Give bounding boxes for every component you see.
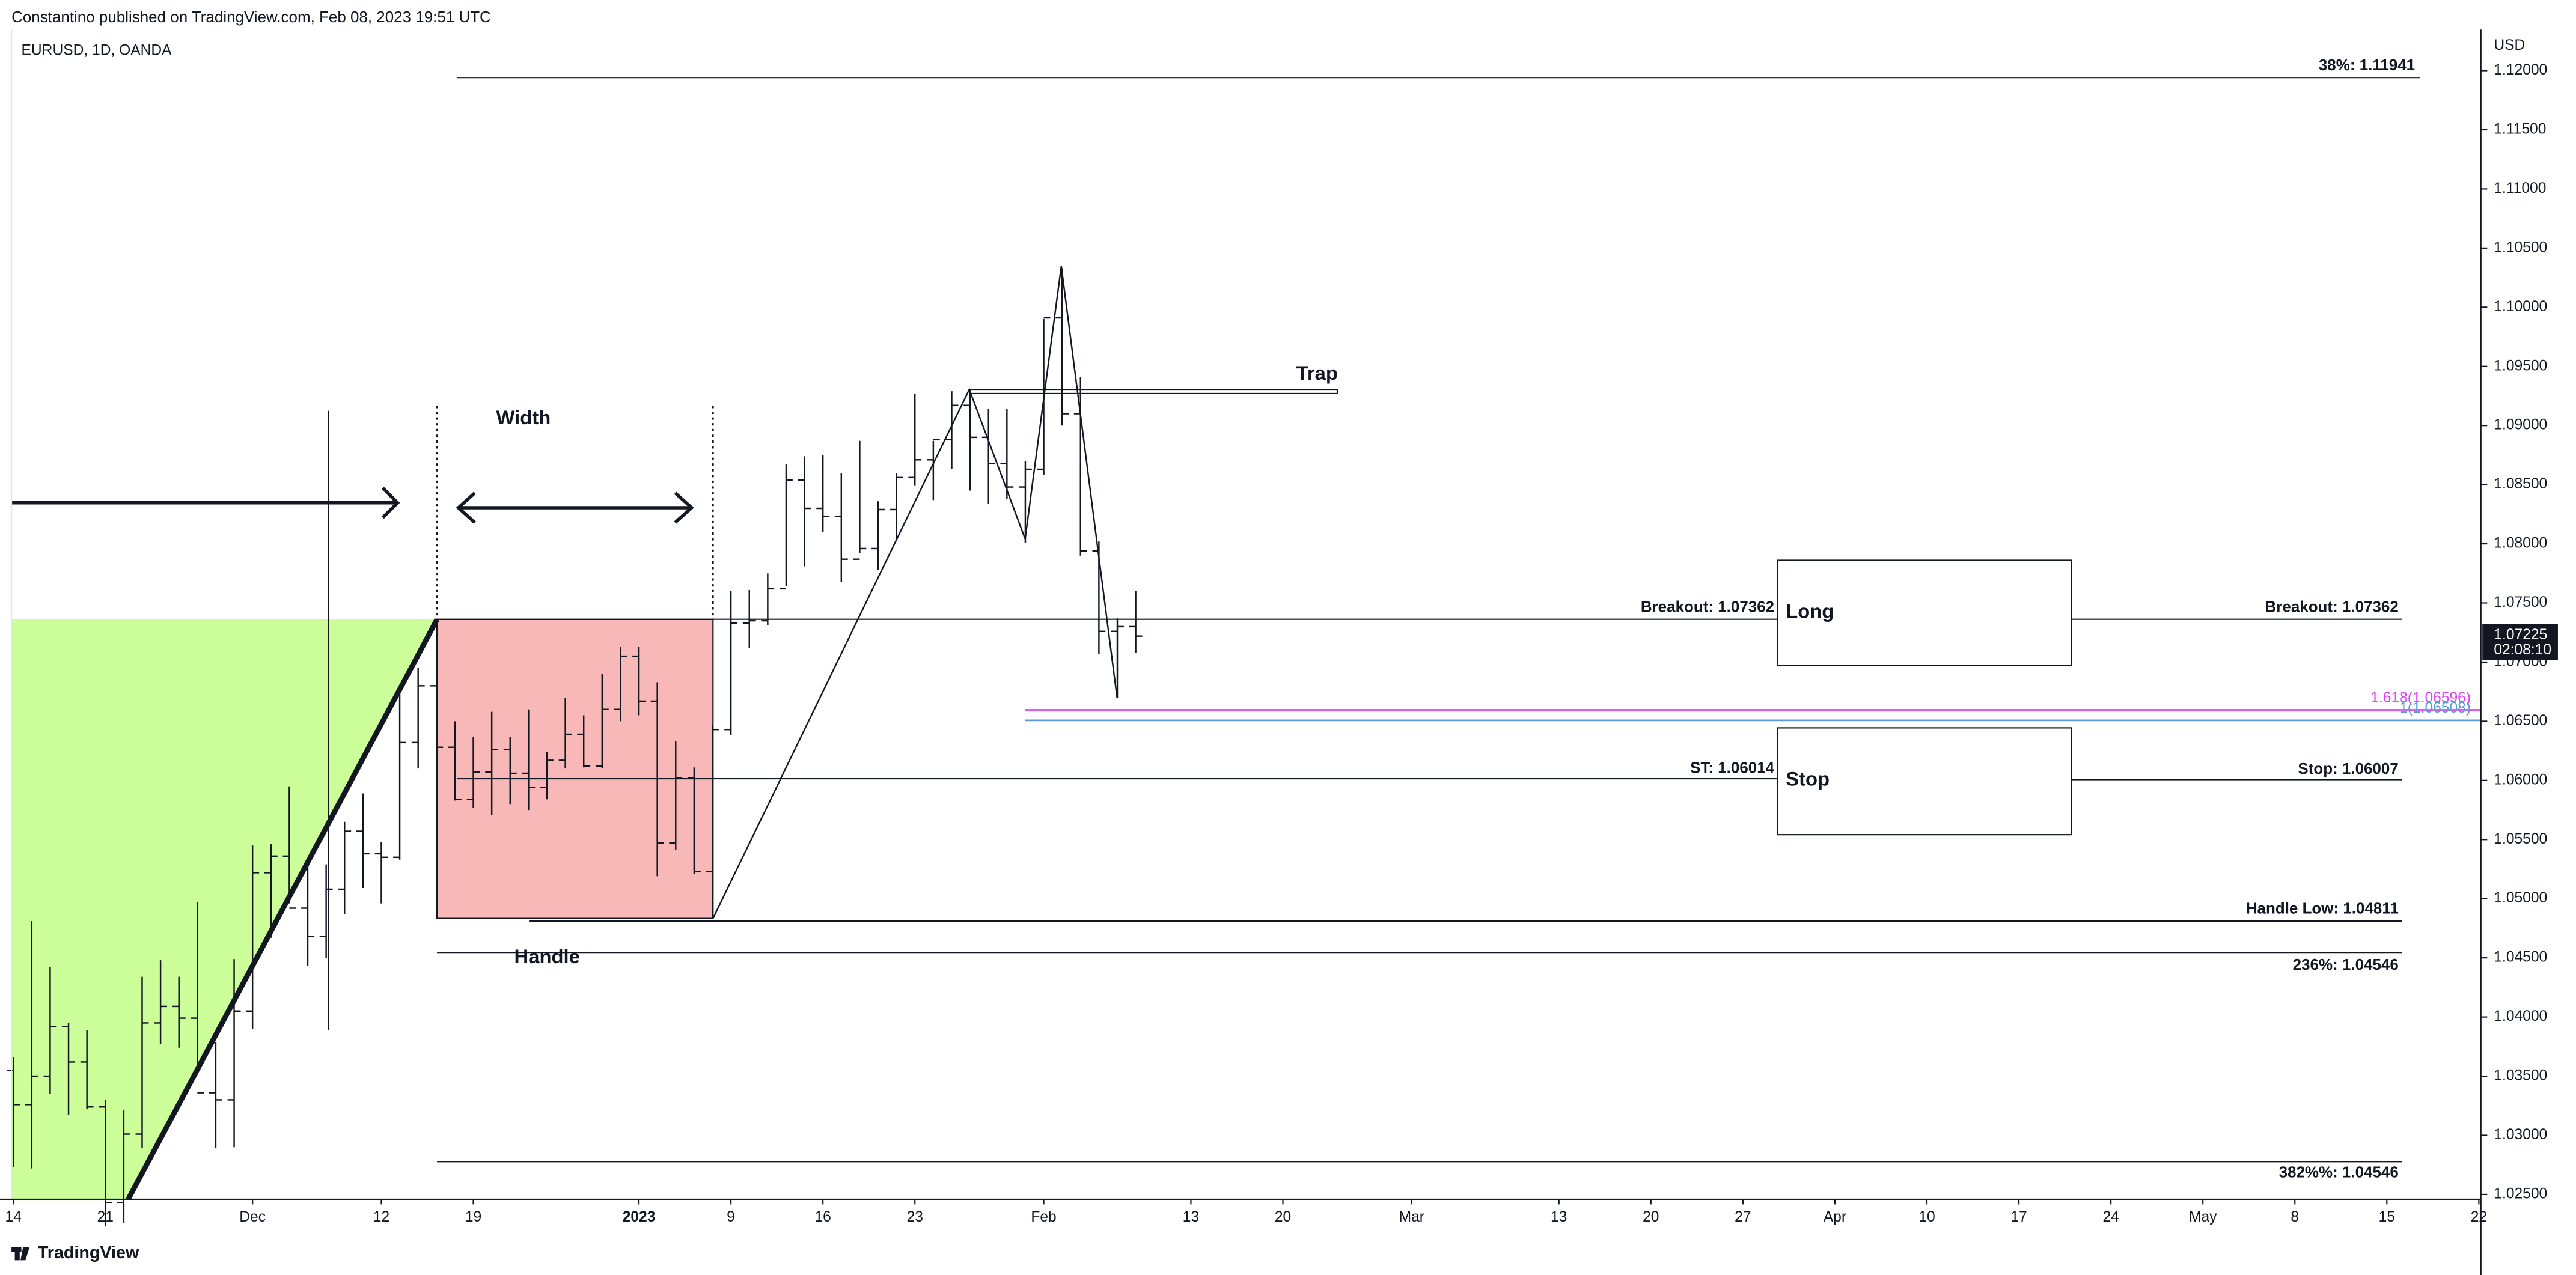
- x-tick-label: 13: [1183, 1209, 1199, 1225]
- cup-area: [11, 619, 438, 1200]
- y-tick-label: 1.06500: [2494, 713, 2547, 729]
- x-tick-label: 20: [1643, 1209, 1659, 1225]
- x-tick-label: 27: [1735, 1209, 1751, 1225]
- y-tick-label: 1.09500: [2494, 358, 2547, 374]
- level-label: Handle Low: 1.04811: [2246, 899, 2399, 917]
- ohlc-bars: [7, 268, 1143, 1227]
- y-tick-label: 1.05000: [2494, 890, 2547, 906]
- x-tick-label: 12: [373, 1209, 389, 1225]
- level-label: ST: 1.06014: [1690, 759, 1775, 777]
- countdown-label: 02:08:10: [2494, 642, 2551, 658]
- x-tick-label: 17: [2010, 1209, 2027, 1225]
- x-tick-label: Apr: [1824, 1209, 1846, 1225]
- x-tick-label: Feb: [1031, 1209, 1056, 1225]
- x-tick-label: 19: [465, 1209, 481, 1225]
- fib-382-label: 382%%: 1.04546: [2279, 1163, 2399, 1181]
- x-tick-label: 8: [2291, 1209, 2299, 1225]
- x-tick-label: 23: [907, 1209, 923, 1225]
- level-label: 38%: 1.11941: [2319, 56, 2415, 74]
- y-tick-label: 1.02500: [2494, 1185, 2547, 1202]
- y-tick-label: 1.03500: [2494, 1068, 2547, 1084]
- long-box: [1777, 559, 2072, 666]
- x-tick-label: 24: [2102, 1209, 2119, 1225]
- footer-brand: TradingView: [38, 1243, 139, 1262]
- last-price-box: [2482, 624, 2558, 660]
- fib-label: 1.618(1.06596): [2370, 690, 2471, 706]
- y-tick-label: 1.10500: [2494, 239, 2547, 255]
- last-price-label: 1.07225: [2494, 627, 2547, 643]
- stop-box: [1777, 727, 2072, 836]
- currency-label: USD: [2494, 37, 2525, 53]
- y-tick-label: 1.03000: [2494, 1127, 2547, 1143]
- y-tick-label: 1.09000: [2494, 417, 2547, 433]
- handle-label: Handle: [514, 945, 580, 967]
- x-tick-label: Dec: [239, 1209, 266, 1225]
- y-tick-label: 1.11000: [2494, 180, 2546, 196]
- published-line: Constantino published on TradingView.com…: [11, 8, 491, 26]
- width-arrow: [456, 491, 694, 524]
- handle-box: [436, 618, 714, 919]
- level-label: 236%: 1.04546: [2293, 955, 2399, 973]
- x-tick-label: May: [2189, 1209, 2217, 1225]
- y-tick-label: 1.06000: [2494, 771, 2547, 788]
- stop-label: Stop: [1786, 768, 1830, 790]
- x-tick-label: 22: [2471, 1209, 2487, 1225]
- x-tick-label: 10: [1918, 1209, 1935, 1225]
- x-tick-label: 15: [2379, 1209, 2395, 1225]
- y-tick-label: 1.12000: [2494, 62, 2547, 78]
- level-label: Stop: 1.06007: [2298, 759, 2398, 777]
- x-tick-label: 20: [1275, 1209, 1291, 1225]
- x-tick-label: 16: [815, 1209, 831, 1225]
- x-tick-label: 13: [1551, 1209, 1567, 1225]
- long-label: Long: [1786, 600, 1834, 622]
- width-label: Width: [496, 406, 551, 428]
- zigzag: [712, 266, 1118, 919]
- trend-line: [126, 618, 439, 1201]
- y-tick-label: 1.10000: [2494, 299, 2547, 315]
- y-tick-label: 1.04500: [2494, 949, 2547, 966]
- y-tick-label: 1.07500: [2494, 594, 2547, 610]
- y-tick-label: 1.11500: [2494, 121, 2546, 137]
- lead-arrow: [11, 487, 400, 519]
- fib-label: 1(1.06508): [2399, 700, 2471, 716]
- x-tick-label: 9: [727, 1209, 735, 1225]
- x-tick-label: 21: [97, 1209, 114, 1225]
- y-tick-label: 1.08000: [2494, 535, 2547, 552]
- level-label: Breakout: 1.07362: [1641, 597, 1774, 615]
- x-tick-label: 14: [5, 1209, 22, 1225]
- y-tick-label: 1.04000: [2494, 1008, 2547, 1024]
- level-label: Breakout: 1.07362: [2265, 597, 2399, 615]
- x-tick-label: 2023: [623, 1209, 656, 1225]
- x-tick-label: Mar: [1399, 1209, 1424, 1225]
- trap-line: [969, 388, 1338, 395]
- axes: 1.02500 1.03000 1.03500 1.04000 1.04500 1.050…: [5, 62, 2558, 1225]
- symbol-info: EURUSD, 1D, OANDA: [22, 42, 172, 58]
- y-tick-label: 1.05500: [2494, 831, 2547, 847]
- levels: 38%: 1.11941 Breakout: 1.07362 Breakout: 1…: [437, 56, 2481, 973]
- y-tick-label: 1.08500: [2494, 476, 2547, 492]
- logo: [11, 1247, 30, 1261]
- trap-label: Trap: [1296, 362, 1338, 384]
